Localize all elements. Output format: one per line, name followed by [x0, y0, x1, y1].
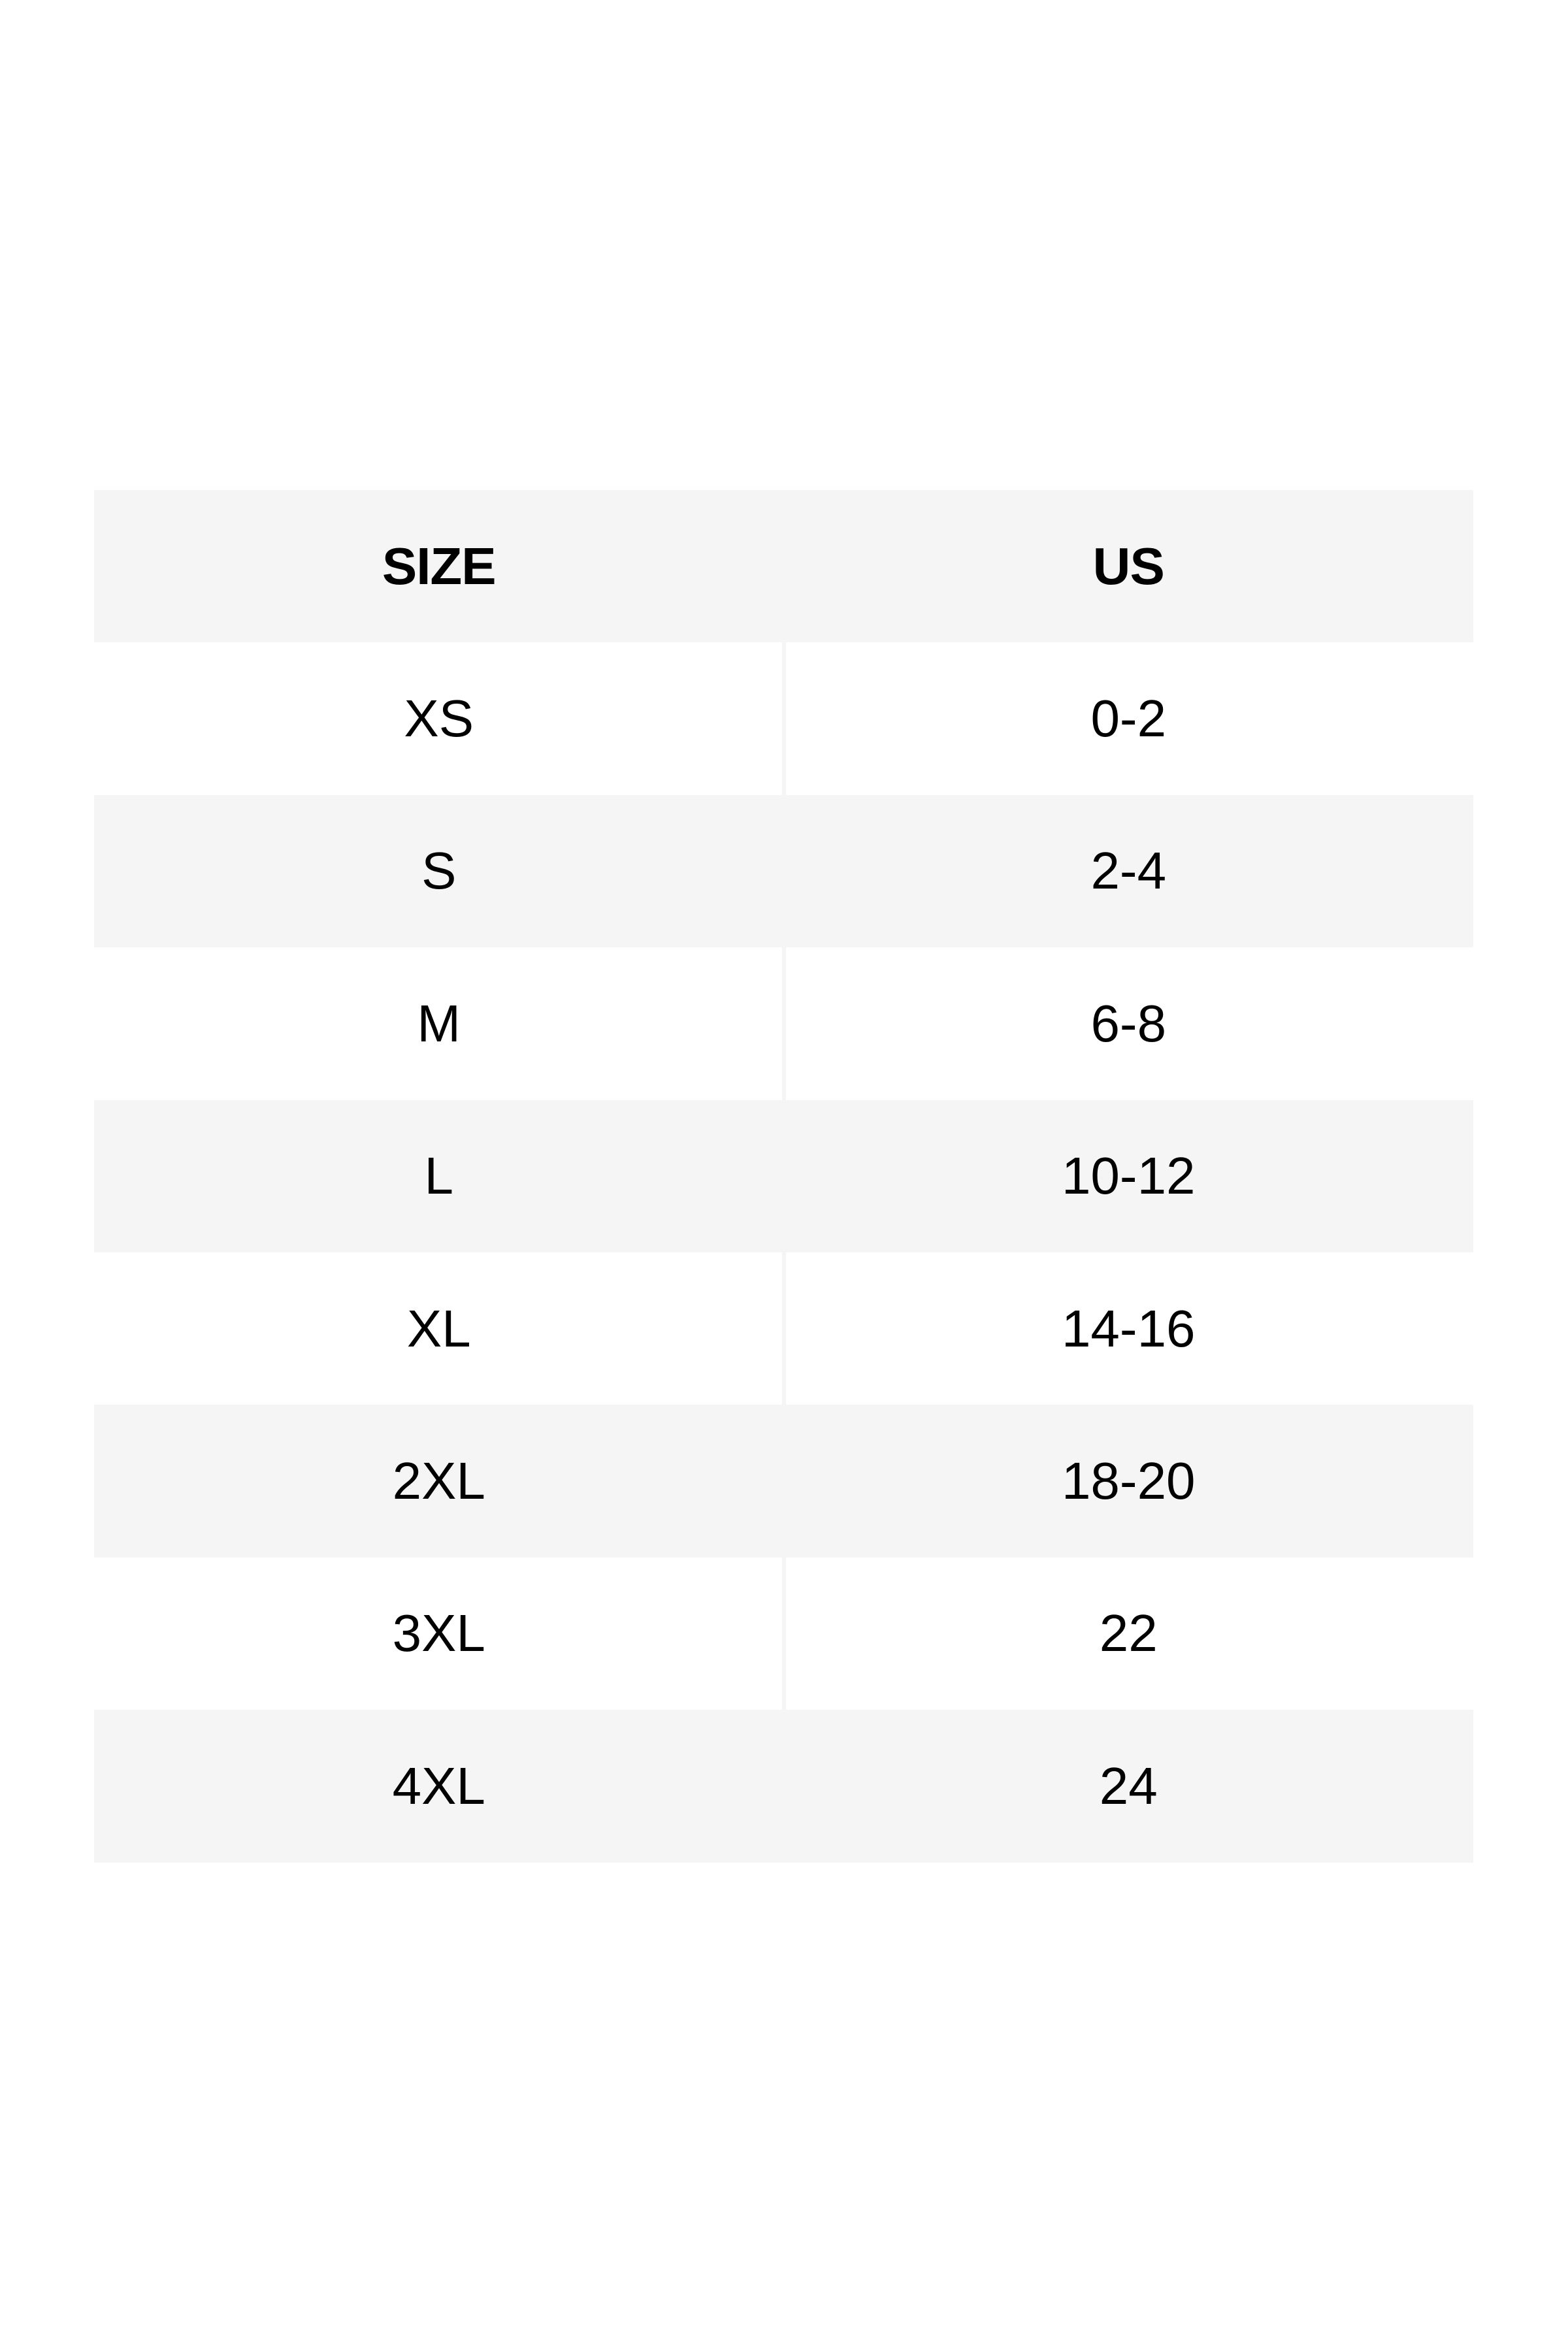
size-cell: XS	[404, 689, 474, 748]
table-row: XS 0-2	[94, 642, 1473, 795]
table-row: S 2-4	[94, 794, 1473, 948]
header-us: US	[1092, 536, 1165, 595]
us-cell: 22	[1099, 1604, 1158, 1663]
us-cell: 0-2	[1090, 689, 1167, 748]
size-cell: S	[421, 841, 457, 900]
us-cell: 14-16	[1061, 1299, 1196, 1358]
size-chart-table: SIZE US XS 0-2 S 2-4 M 6-8 L 10-12 XL 14-16 2XL 18-…	[94, 490, 1473, 1863]
table-row: 4XL 24	[94, 1710, 1473, 1863]
table-header-row: SIZE US	[94, 490, 1473, 643]
header-size: SIZE	[382, 536, 497, 595]
us-cell: 2-4	[1090, 841, 1167, 900]
size-cell: M	[417, 994, 461, 1053]
column-divider	[782, 947, 786, 1100]
column-divider	[782, 1252, 786, 1405]
column-divider	[782, 1557, 786, 1710]
table-row: M 6-8	[94, 947, 1473, 1100]
size-cell: 2XL	[392, 1452, 485, 1511]
size-cell: L	[424, 1147, 454, 1205]
us-cell: 24	[1099, 1756, 1158, 1815]
table-row: L 10-12	[94, 1100, 1473, 1252]
table-row: 2XL 18-20	[94, 1405, 1473, 1558]
us-cell: 10-12	[1061, 1147, 1196, 1205]
table-row: 3XL 22	[94, 1557, 1473, 1710]
column-divider	[782, 642, 786, 795]
size-cell: XL	[406, 1299, 471, 1358]
table-row: XL 14-16	[94, 1252, 1473, 1405]
size-cell: 4XL	[392, 1756, 485, 1815]
us-cell: 6-8	[1090, 994, 1167, 1053]
us-cell: 18-20	[1061, 1452, 1196, 1511]
size-cell: 3XL	[392, 1604, 485, 1663]
